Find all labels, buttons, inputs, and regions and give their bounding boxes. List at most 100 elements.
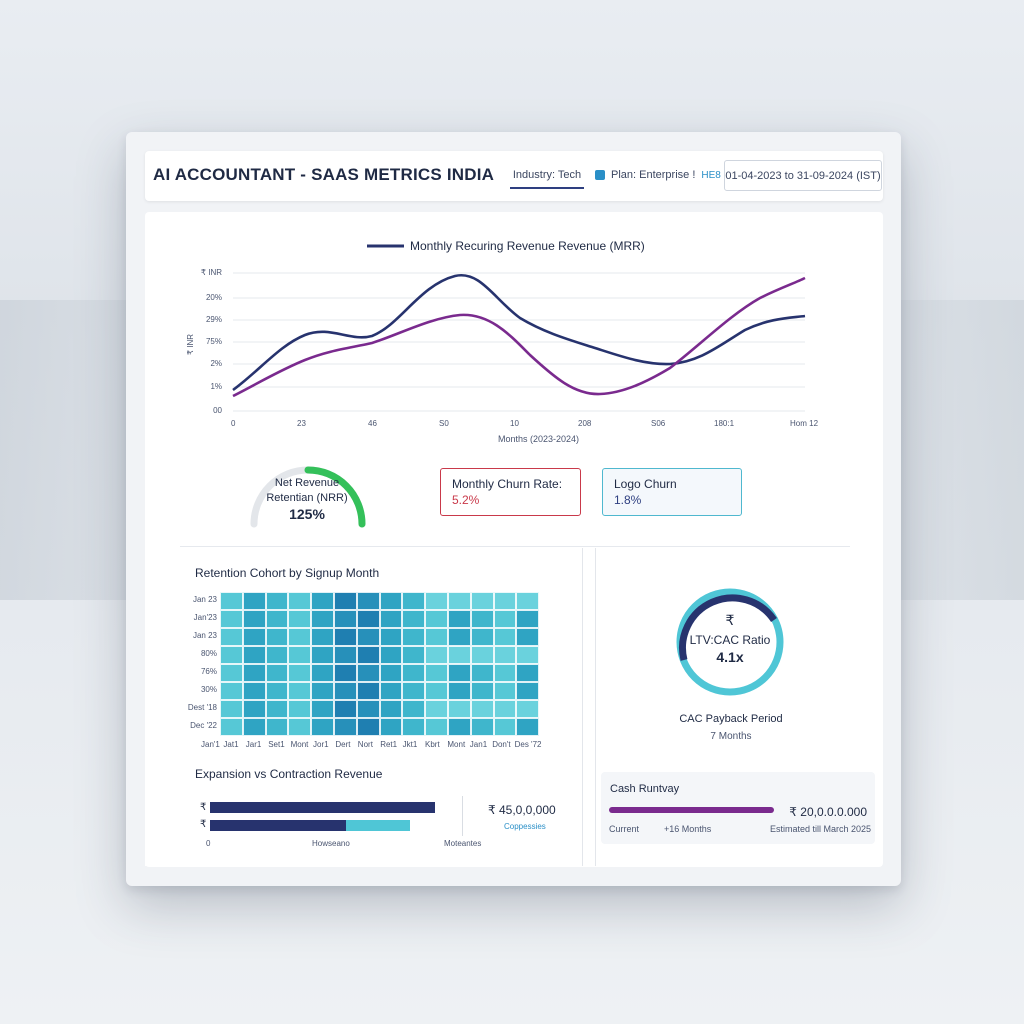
cohort-cell[interactable]	[220, 610, 243, 628]
logo-churn-card[interactable]: Logo Churn 1.8%	[602, 468, 742, 516]
cohort-cell[interactable]	[265, 664, 289, 682]
cohort-cell[interactable]	[288, 628, 312, 646]
cohort-cell[interactable]	[448, 682, 471, 700]
cohort-cell[interactable]	[311, 718, 334, 736]
cohort-cell[interactable]	[356, 646, 380, 664]
cohort-cell[interactable]	[402, 718, 426, 736]
cohort-cell[interactable]	[448, 610, 471, 628]
cohort-cell[interactable]	[334, 682, 357, 700]
cohort-cell[interactable]	[311, 592, 334, 610]
cohort-cell[interactable]	[493, 610, 517, 628]
cohort-cell[interactable]	[448, 664, 471, 682]
cohort-cell[interactable]	[288, 610, 312, 628]
cohort-cell[interactable]	[448, 592, 471, 610]
cohort-cell[interactable]	[265, 682, 289, 700]
cohort-cell[interactable]	[288, 664, 312, 682]
cohort-cell[interactable]	[425, 628, 448, 646]
cohort-cell[interactable]	[470, 646, 494, 664]
cohort-cell[interactable]	[356, 700, 380, 718]
cohort-cell[interactable]	[402, 664, 426, 682]
cohort-cell[interactable]	[379, 628, 403, 646]
cohort-cell[interactable]	[470, 628, 494, 646]
cohort-cell[interactable]	[379, 646, 403, 664]
cohort-cell[interactable]	[425, 664, 448, 682]
cohort-cell[interactable]	[448, 718, 471, 736]
cohort-cell[interactable]	[356, 664, 380, 682]
cohort-cell[interactable]	[242, 592, 266, 610]
cohort-cell[interactable]	[220, 646, 243, 664]
cohort-cell[interactable]	[448, 700, 471, 718]
cohort-cell[interactable]	[288, 682, 312, 700]
cohort-cell[interactable]	[311, 700, 334, 718]
cohort-cell[interactable]	[493, 682, 517, 700]
cohort-cell[interactable]	[334, 718, 357, 736]
cohort-cell[interactable]	[356, 718, 380, 736]
cohort-cell[interactable]	[448, 646, 471, 664]
cohort-cell[interactable]	[470, 610, 494, 628]
cohort-cell[interactable]	[311, 664, 334, 682]
date-range-picker[interactable]: 01-04-2023 to 31-09-2024 (IST)	[724, 160, 882, 191]
cohort-cell[interactable]	[356, 628, 380, 646]
cohort-cell[interactable]	[425, 592, 448, 610]
cohort-cell[interactable]	[516, 646, 540, 664]
cohort-cell[interactable]	[356, 682, 380, 700]
cohort-cell[interactable]	[334, 592, 357, 610]
cohort-cell[interactable]	[516, 664, 540, 682]
cohort-cell[interactable]	[470, 592, 494, 610]
cohort-cell[interactable]	[242, 682, 266, 700]
cohort-cell[interactable]	[402, 610, 426, 628]
cohort-cell[interactable]	[265, 592, 289, 610]
cohort-cell[interactable]	[516, 700, 540, 718]
cohort-cell[interactable]	[425, 700, 448, 718]
cohort-cell[interactable]	[425, 718, 448, 736]
cohort-cell[interactable]	[220, 700, 243, 718]
cohort-cell[interactable]	[516, 718, 540, 736]
cohort-cell[interactable]	[379, 592, 403, 610]
cohort-cell[interactable]	[288, 700, 312, 718]
cohort-cell[interactable]	[425, 646, 448, 664]
cohort-cell[interactable]	[493, 664, 517, 682]
cohort-cell[interactable]	[402, 592, 426, 610]
cohort-cell[interactable]	[288, 646, 312, 664]
cohort-cell[interactable]	[220, 592, 243, 610]
cohort-cell[interactable]	[425, 682, 448, 700]
cohort-cell[interactable]	[288, 592, 312, 610]
cash-runway-card[interactable]: Cash Runtvay ₹ 20,0.0.0.000 Current +16 …	[601, 772, 875, 844]
cohort-cell[interactable]	[356, 610, 380, 628]
cohort-cell[interactable]	[265, 718, 289, 736]
cohort-cell[interactable]	[242, 700, 266, 718]
cohort-cell[interactable]	[516, 610, 540, 628]
cohort-cell[interactable]	[493, 646, 517, 664]
cohort-cell[interactable]	[402, 628, 426, 646]
cohort-cell[interactable]	[470, 718, 494, 736]
cohort-cell[interactable]	[402, 682, 426, 700]
cohort-cell[interactable]	[448, 628, 471, 646]
cohort-cell[interactable]	[470, 664, 494, 682]
cohort-cell[interactable]	[493, 592, 517, 610]
cohort-cell[interactable]	[311, 610, 334, 628]
cohort-cell[interactable]	[379, 664, 403, 682]
cohort-cell[interactable]	[311, 646, 334, 664]
cohort-cell[interactable]	[334, 646, 357, 664]
cohort-cell[interactable]	[242, 628, 266, 646]
industry-tab[interactable]: Industry: Tech	[510, 169, 584, 189]
cohort-cell[interactable]	[242, 646, 266, 664]
cohort-cell[interactable]	[334, 700, 357, 718]
cohort-cell[interactable]	[425, 610, 448, 628]
cohort-cell[interactable]	[402, 646, 426, 664]
cohort-cell[interactable]	[311, 682, 334, 700]
cohort-cell[interactable]	[311, 628, 334, 646]
cohort-cell[interactable]	[265, 646, 289, 664]
cohort-cell[interactable]	[220, 628, 243, 646]
cohort-cell[interactable]	[470, 700, 494, 718]
plan-selector[interactable]: Plan: Enterprise ! HE8	[595, 169, 721, 181]
cohort-cell[interactable]	[493, 718, 517, 736]
cohort-cell[interactable]	[265, 628, 289, 646]
cohort-cell[interactable]	[242, 610, 266, 628]
cohort-cell[interactable]	[265, 610, 289, 628]
cohort-cell[interactable]	[288, 718, 312, 736]
cohort-cell[interactable]	[356, 592, 380, 610]
cohort-cell[interactable]	[265, 700, 289, 718]
cohort-cell[interactable]	[379, 718, 403, 736]
cohort-cell[interactable]	[470, 682, 494, 700]
